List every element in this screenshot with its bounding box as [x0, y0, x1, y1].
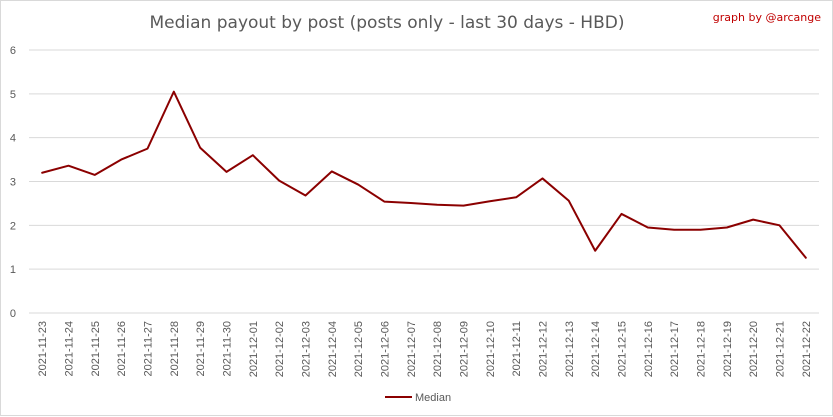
- x-tick-label: 2021-12-15: [617, 321, 629, 377]
- series-line-median: [41, 90, 807, 259]
- x-tick-label: 2021-12-08: [432, 321, 444, 377]
- x-tick-label: 2021-11-29: [195, 321, 207, 376]
- data-point: [226, 171, 227, 173]
- x-tick-label: 2021-12-09: [459, 321, 471, 377]
- y-tick-label-4: 4: [10, 133, 16, 145]
- x-tick-label: 2021-12-02: [274, 321, 286, 377]
- x-tick-label: 2021-12-11: [511, 321, 523, 376]
- data-point: [173, 91, 175, 93]
- x-tick-label: 2021-11-28: [169, 321, 181, 376]
- y-tick-label-5: 5: [10, 89, 16, 101]
- x-tick-label: 2021-12-19: [722, 321, 734, 377]
- x-tick-label: 2021-12-14: [590, 321, 602, 377]
- x-tick-label: 2021-12-16: [643, 321, 655, 377]
- x-tick-label: 2021-11-30: [222, 321, 234, 376]
- data-point: [752, 219, 754, 221]
- data-point: [594, 250, 596, 252]
- x-tick-label: 2021-12-22: [801, 321, 813, 377]
- data-point: [410, 202, 412, 204]
- data-point: [94, 174, 96, 176]
- data-point: [331, 170, 333, 172]
- data-point: [68, 165, 69, 167]
- x-tick-label: 2021-12-03: [301, 321, 313, 377]
- data-point: [463, 205, 464, 207]
- data-point: [673, 229, 675, 231]
- x-tick-label: 2021-12-04: [327, 321, 339, 377]
- data-point: [542, 177, 543, 179]
- y-tick-label-3: 3: [10, 177, 16, 189]
- data-point: [305, 195, 306, 197]
- legend: Median: [385, 392, 451, 404]
- x-tick-label: 2021-12-10: [485, 321, 497, 377]
- data-point: [278, 180, 280, 182]
- data-point: [489, 200, 491, 202]
- x-tick-label: 2021-12-01: [248, 321, 260, 377]
- y-tick-label-6: 6: [10, 45, 16, 57]
- data-point: [357, 184, 359, 186]
- data-point: [621, 213, 622, 215]
- x-tick-label: 2021-12-13: [564, 321, 576, 377]
- x-tick-label: 2021-12-17: [669, 321, 681, 377]
- legend-label-median: Median: [415, 392, 451, 404]
- x-tick-label: 2021-11-24: [64, 321, 76, 376]
- x-tick-label: 2021-12-06: [380, 321, 392, 377]
- chart-credit: graph by @arcange: [713, 11, 821, 24]
- x-axis-ticks: 2021-11-23 2021-11-24 2021-11-25 2021-11-26…: [37, 321, 813, 377]
- data-point: [726, 227, 728, 229]
- x-tick-label: 2021-12-07: [406, 321, 418, 377]
- y-tick-label-2: 2: [10, 220, 16, 232]
- series-group: [41, 90, 807, 259]
- data-point: [700, 229, 701, 231]
- y-tick-label-1: 1: [10, 264, 16, 276]
- x-tick-label: 2021-12-21: [775, 321, 787, 377]
- y-tick-label-0: 0: [10, 308, 16, 320]
- data-point: [436, 204, 438, 206]
- x-tick-label: 2021-12-05: [353, 321, 365, 377]
- x-tick-label: 2021-11-25: [90, 321, 102, 376]
- grid-lines: [29, 49, 819, 314]
- x-tick-label: 2021-12-18: [696, 321, 708, 377]
- x-tick-label: 2021-12-20: [748, 321, 760, 377]
- data-point: [805, 257, 807, 259]
- data-point: [120, 159, 122, 161]
- data-point: [515, 196, 517, 198]
- x-tick-label: 2021-11-27: [143, 321, 155, 376]
- data-point: [568, 200, 570, 202]
- data-point: [147, 148, 148, 150]
- x-tick-label: 2021-11-23: [37, 321, 49, 376]
- data-point: [252, 154, 254, 156]
- y-axis-ticks: 0 1 2 3 4 5 6: [10, 45, 16, 320]
- data-point: [41, 172, 43, 174]
- x-tick-label: 2021-11-26: [116, 321, 128, 376]
- data-point: [647, 227, 649, 229]
- data-point: [199, 147, 201, 149]
- data-point: [779, 224, 780, 226]
- x-tick-label: 2021-12-12: [538, 321, 550, 377]
- data-point: [384, 201, 385, 203]
- chart-title: Median payout by post (posts only - last…: [150, 13, 625, 33]
